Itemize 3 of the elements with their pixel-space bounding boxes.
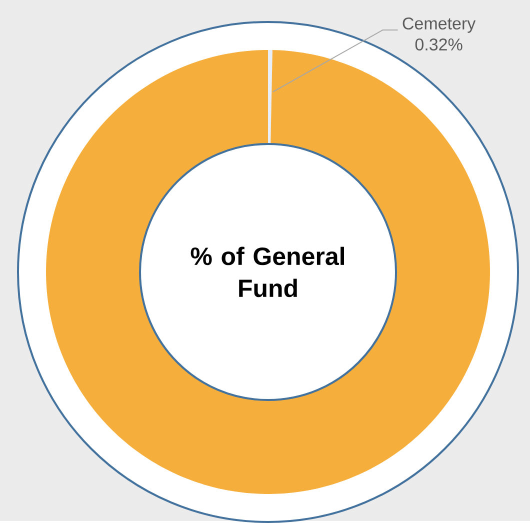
slice-label: Cemetery bbox=[402, 17, 476, 33]
text: % of General Fund bbox=[190, 246, 344, 298]
data-label: 0.32% bbox=[415, 38, 462, 51]
